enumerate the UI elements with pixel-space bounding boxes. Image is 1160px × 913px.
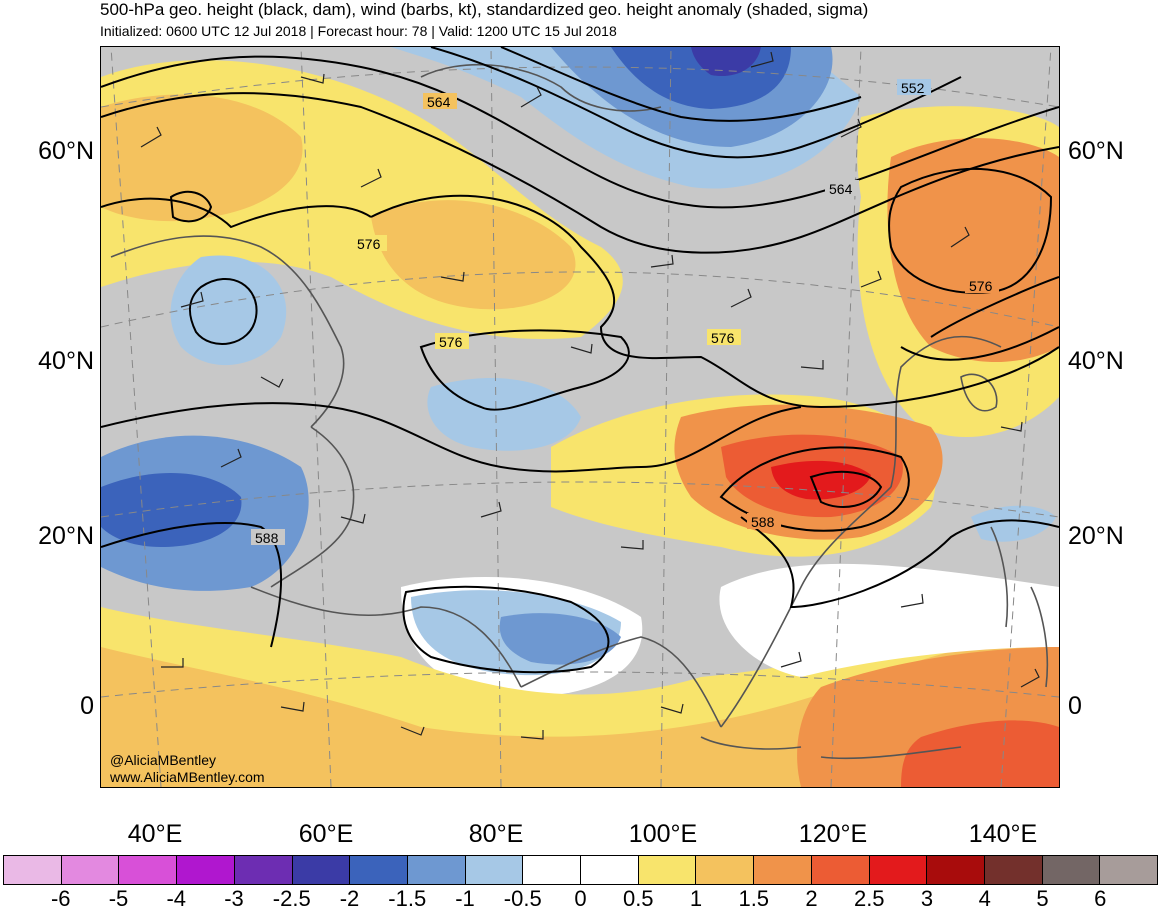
contour-label: 552 [901,80,925,96]
colorbar-tick-label: -4 [166,886,187,911]
colorbar-tick-label: 0 [574,886,587,911]
contour-label: 564 [829,181,853,197]
anomaly-area [101,94,303,222]
anomaly-area [101,473,242,547]
colorbar-swatch [4,856,62,884]
lat-label-left-20n: 20°N [38,522,94,550]
anomaly-area [771,460,871,500]
anomaly-shading [101,47,1059,787]
contour-label-bg [965,277,999,293]
lat-label-right-20n: 20°N [1068,522,1124,550]
colorbar-tick-label: 6 [1094,886,1107,911]
colorbar-tick-label: -1 [455,886,475,911]
contour-label-bg [353,235,387,251]
credit-website: www.AliciaMBentley.com [110,769,265,785]
colorbar-swatch [292,856,351,884]
credit-handle: @AliciaMBentley [110,752,217,768]
colorbar-tick-label: 5 [1036,886,1049,911]
contour-label: 588 [255,530,279,546]
lon-label-120e: 120°E [798,820,868,848]
anomaly-area [901,720,1059,787]
weather-map: 564 552 564 576 576 576 576 588 588 [100,46,1060,788]
colorbar-tick-label: 0.5 [622,886,654,911]
contour-label: 576 [711,330,735,346]
colorbar-tick-label: 4 [978,886,991,911]
map-title: 500-hPa geo. height (black, dam), wind (… [100,0,869,19]
contour-label-bg [707,329,741,345]
lat-label-left-60n: 60°N [38,137,94,165]
lon-label-60e: 60°E [298,820,354,848]
anomaly-area [691,47,761,77]
colorbar-tick-label: 3 [920,886,934,911]
contour-label-bg [423,93,457,109]
anomaly-area [170,255,287,366]
lon-label-140e: 140°E [968,820,1038,848]
anomaly-area [971,505,1056,542]
colorbar-swatch [754,856,812,884]
lat-label-right-60n: 60°N [1068,137,1124,165]
colorbar-tick-label: -3 [224,886,244,911]
contour-label: 576 [969,278,993,294]
anomaly-area [371,200,576,310]
colorbar-swatch [811,856,870,884]
colorbar-swatch [927,856,985,884]
colorbar [3,855,1158,885]
colorbar-swatch [119,856,178,884]
colorbar-swatch [1042,856,1101,884]
anomaly-area [499,613,621,665]
colorbar-swatch [465,856,524,884]
contour-label: 576 [439,334,463,350]
colorbar-tick-label: 1.5 [738,886,770,911]
colorbar-swatch [407,856,466,884]
colorbar-tick-label: -2 [339,886,360,911]
contour-label: 576 [357,236,381,252]
graticule [101,47,1059,787]
map-svg: 564 552 564 576 576 576 576 588 588 [101,47,1059,787]
colorbar-swatch [1100,856,1158,884]
contour-label: 564 [427,94,451,110]
colorbar-swatch [696,856,755,884]
colorbar-tick-label: -1.5 [388,886,427,911]
coastlines [110,63,1049,760]
contour-label-bg [825,180,859,196]
lat-label-left-40n: 40°N [38,347,94,375]
colorbar-swatch [61,856,120,884]
anomaly-area [427,378,581,451]
colorbar-tick-label: -2.5 [272,886,311,911]
contour-label: 588 [751,514,775,530]
lon-label-40e: 40°E [127,820,183,848]
wind-barbs [140,51,1040,740]
colorbar-tick-label: -5 [108,886,129,911]
contour-label-bg [435,333,469,349]
colorbar-swatch [350,856,408,884]
colorbar-swatch [523,856,582,884]
lat-label-right-40n: 40°N [1068,347,1124,375]
colorbar-tick-label: -6 [50,886,71,911]
contour-label-bg [747,513,781,529]
colorbar-swatch [869,856,928,884]
contour-label-bg [897,79,931,95]
colorbar-swatch [638,856,697,884]
lon-label-100e: 100°E [628,820,698,848]
colorbar-tick-label: 2.5 [853,886,885,911]
lat-label-left-0: 0 [80,692,94,720]
lat-label-right-0: 0 [1068,692,1082,720]
colorbar-swatch [581,856,639,884]
anomaly-area [719,563,1059,677]
contour-label-bg [251,529,285,545]
anomaly-area [887,138,1059,362]
colorbar-swatch [234,856,293,884]
map-subtitle: Initialized: 0600 UTC 12 Jul 2018 | Fore… [100,23,617,39]
colorbar-tick-label: -0.5 [503,886,542,911]
colorbar-tick-label: 1 [689,886,703,911]
lon-label-80e: 80°E [468,820,524,848]
colorbar-tick-label: 2 [805,886,818,911]
colorbar-swatch [984,856,1043,884]
height-contours [101,47,1059,674]
colorbar-swatch [177,856,235,884]
